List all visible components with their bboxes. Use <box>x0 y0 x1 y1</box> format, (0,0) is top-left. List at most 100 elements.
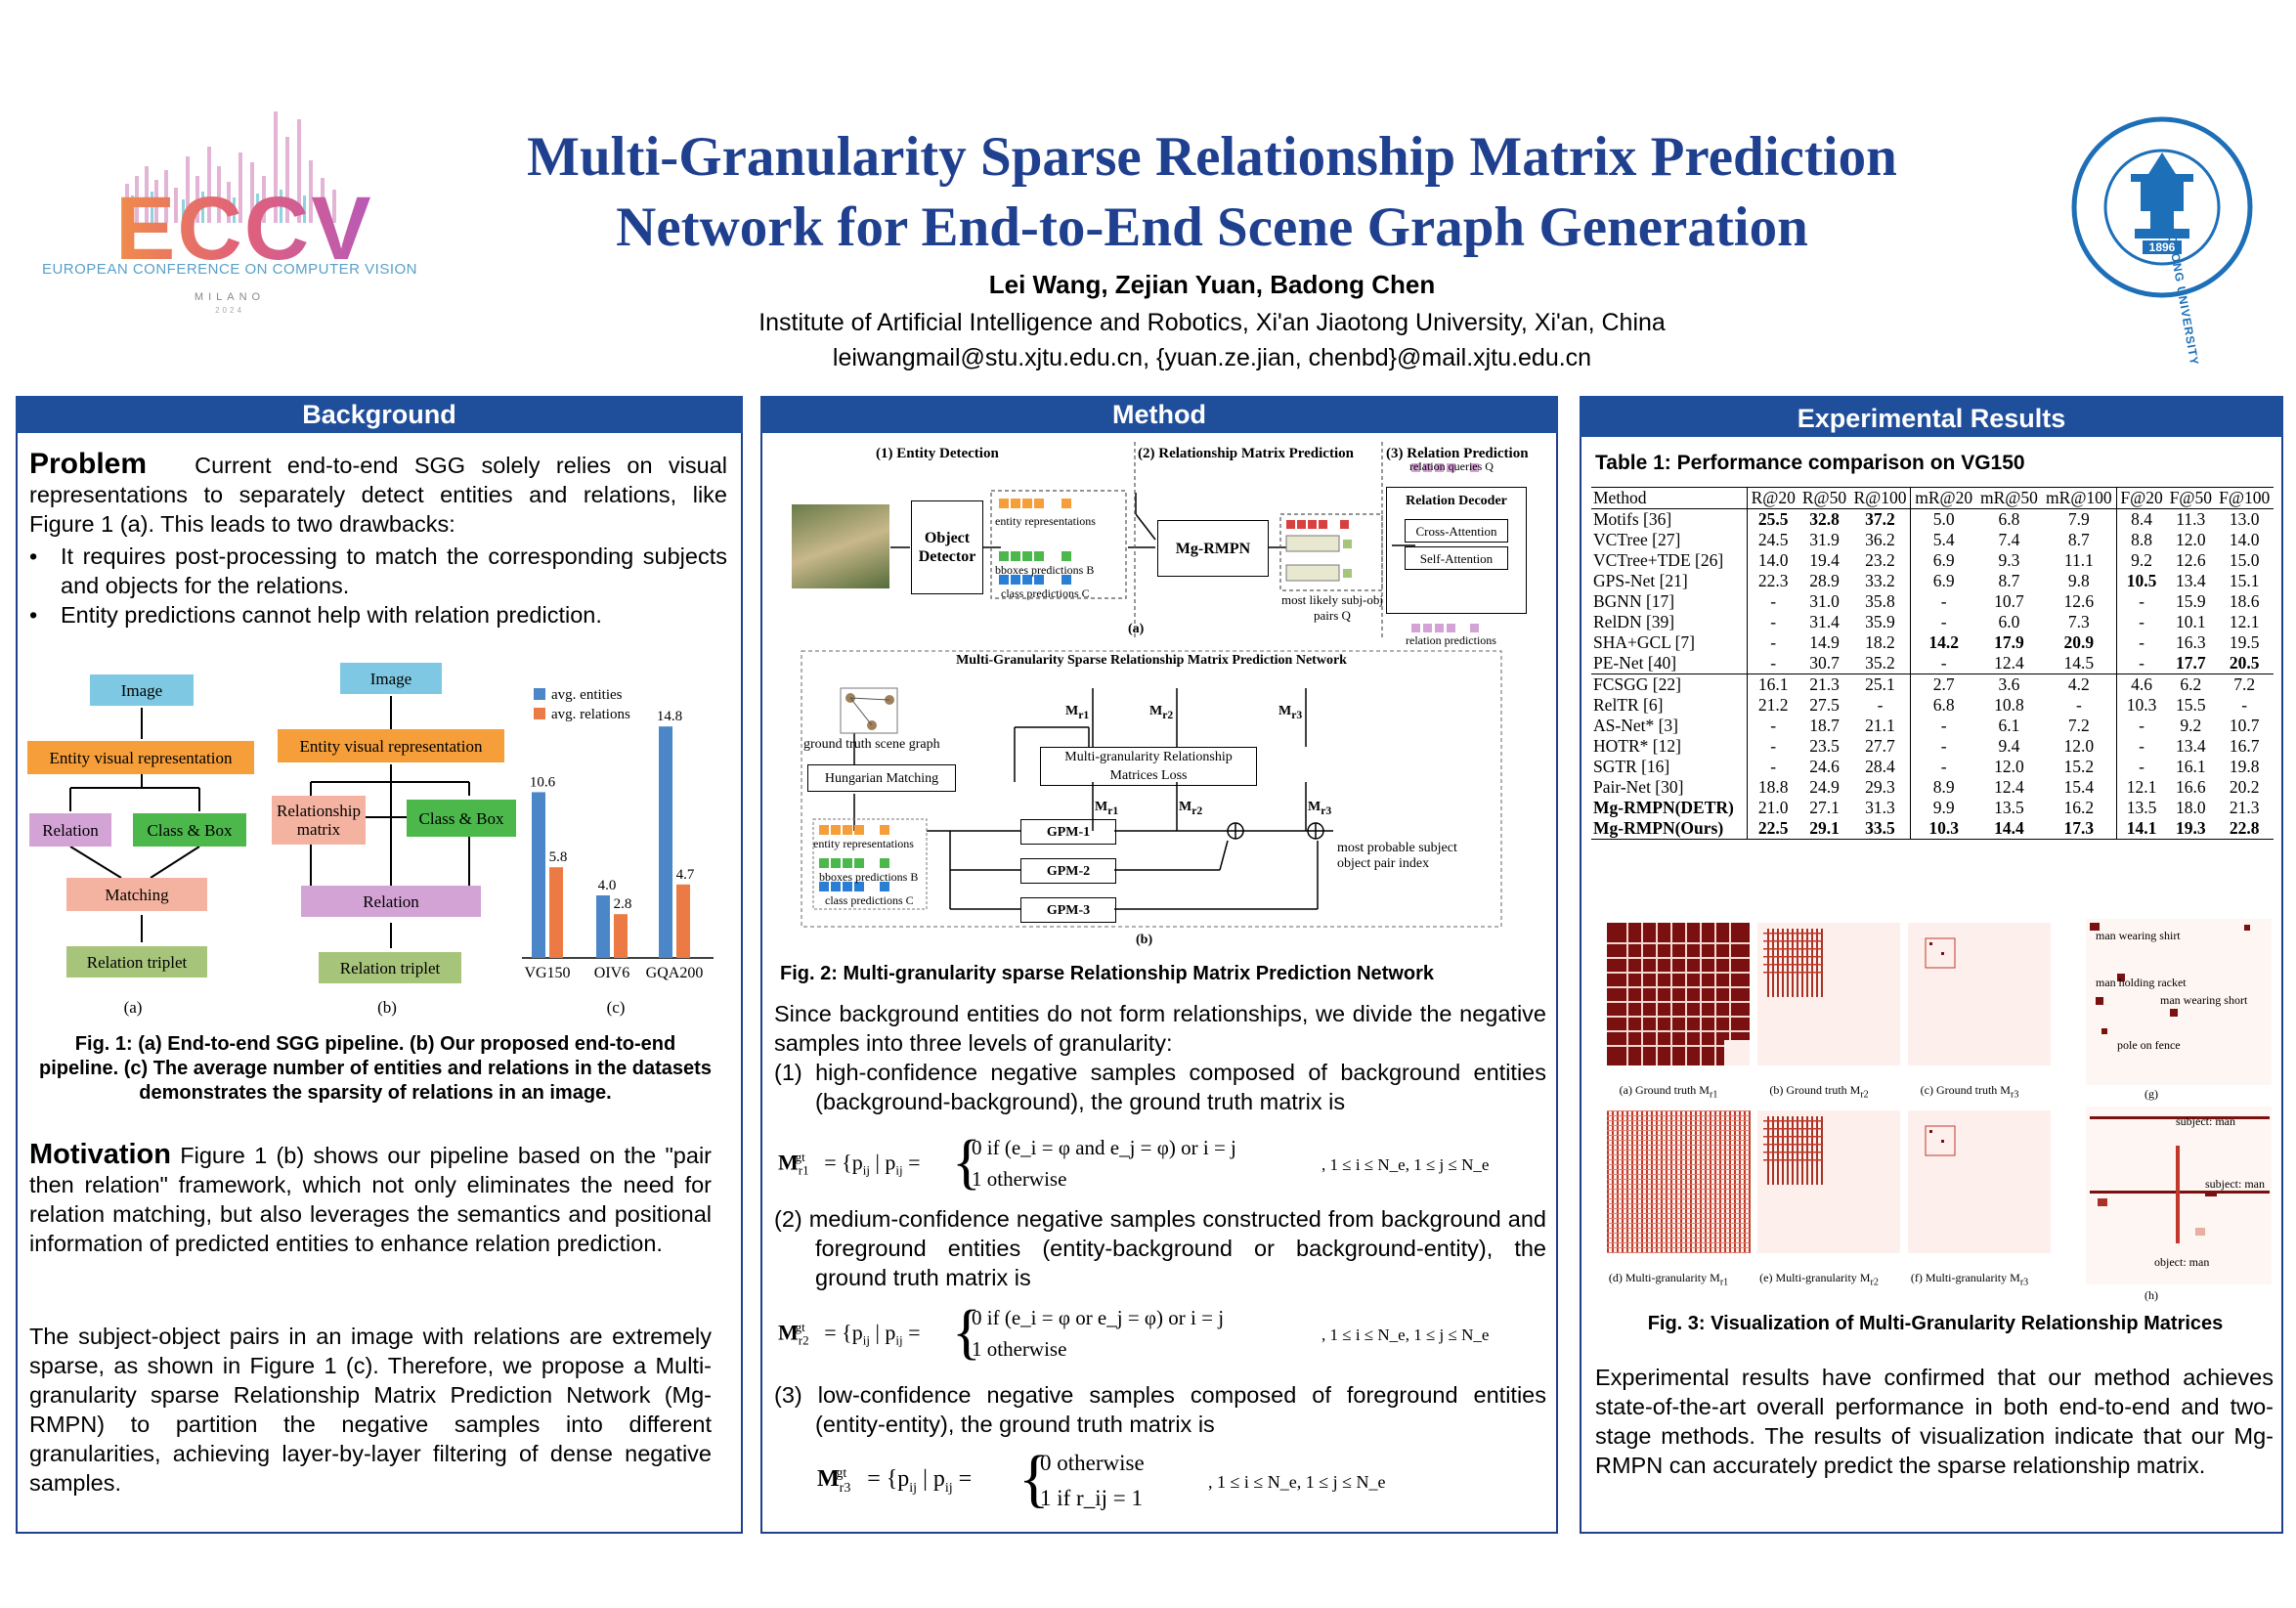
heatmap-cell <box>1607 1252 1750 1253</box>
table-cell-method: GPS-Net [21] <box>1593 571 1688 590</box>
fig1a-triplet: Relation triplet <box>66 946 207 978</box>
table-cell-method: Pair-Net [30] <box>1593 777 1684 797</box>
heatmap-cell <box>1690 1110 1692 1253</box>
table-cell: 24.6 <box>1809 757 1840 776</box>
heatmap-cell <box>1607 1174 1750 1175</box>
authors: Lei Wang, Zejian Yuan, Badong Chen <box>988 270 1436 299</box>
table-row: Mg-RMPN(Ours) 22.5 29.1 33.5 10.3 14.4 17.3 14.… <box>1591 818 2274 840</box>
table-cell: 8.8 <box>2115 530 2167 550</box>
table-cell: - <box>1910 716 1977 736</box>
heatmap-cell <box>1782 1116 1784 1185</box>
table-cell: F@100 <box>2215 487 2274 509</box>
table-row: VCTree+TDE [26] 14.0 19.4 23.2 6.9 9.3 11.1 9.2… <box>1591 550 2274 571</box>
fig2b: Multi-Granularity Sparse Relationship Ma… <box>800 649 1503 952</box>
table-cell: - <box>1747 591 1799 612</box>
table-cell-method: PE-Net [40] <box>1593 653 1677 673</box>
heatmap-cell <box>2170 1009 2178 1017</box>
table-cell-method: AS-Net* [3] <box>1593 716 1678 735</box>
heatmap-cell <box>1607 1030 1750 1032</box>
table-cell-method: HOTR* [12] <box>1593 736 1681 756</box>
fig2a-connectors <box>890 442 1479 637</box>
heatmap-cell <box>1806 929 1808 997</box>
heatmap-cell <box>1787 929 1789 997</box>
heatmap-cell <box>1607 1130 1750 1131</box>
table-row: SGTR [16] -24.6 28.4-12.0 15.2-16.1 19.8 <box>1591 757 2274 777</box>
heatmap-cell <box>1617 1110 1619 1253</box>
table-cell: - <box>2115 653 2167 674</box>
heatmap-cell <box>2244 925 2250 931</box>
vis-object-man: object: man <box>2154 1255 2210 1269</box>
heatmap-cell <box>1607 1016 1750 1018</box>
heatmap-cell <box>2096 997 2103 1005</box>
table-cell: - <box>1747 632 1799 653</box>
gpm2-box: GPM-2 <box>1020 858 1116 884</box>
heatmap-cell <box>1651 1110 1653 1253</box>
table-cell-method: Method <box>1591 487 1748 509</box>
heatmap-panel <box>1908 1110 2051 1253</box>
heatmap-cell <box>1670 1110 1672 1253</box>
bar-VG150-0 <box>532 792 545 958</box>
table-row: Method R@20 R@50 R@100 mR@20 mR@50 mR@100 F@20 F… <box>1591 487 2274 509</box>
heatmap-cell <box>1801 1116 1803 1185</box>
table-title: Table 1: Performance comparison on VG150 <box>1595 452 2025 474</box>
self-attention-box: Self-Attention <box>1405 546 1508 570</box>
heatmap-cell <box>1607 1203 1750 1204</box>
table-cell: F@20 <box>2115 487 2167 509</box>
heatmap-cell <box>1607 1115 1750 1116</box>
table-cell: 31.3 <box>1865 798 1895 817</box>
table-cell: - <box>1910 612 1977 632</box>
table-cell: 10.5 <box>2115 571 2167 591</box>
table-cell: 12.1 <box>2229 612 2260 631</box>
mgt-r3: Mr3 <box>1278 704 1303 721</box>
heatmap-cell <box>1607 957 1750 959</box>
heatmap-cell <box>1607 1164 1750 1165</box>
heatmap-cell <box>1806 1116 1808 1185</box>
table-cell: 18.7 <box>1809 716 1840 735</box>
table-row: Pair-Net [30] 18.8 24.9 29.3 8.9 12.4 15.4 12.1… <box>1591 777 2274 798</box>
heatmap-cell <box>1607 1208 1750 1209</box>
heatmap-cell <box>1763 948 1822 950</box>
table-cell: 35.2 <box>1865 653 1895 673</box>
table-cell: 20.9 <box>2063 632 2095 652</box>
table-cell: 18.6 <box>2229 591 2260 611</box>
table-row: AS-Net* [3] -18.7 21.1-6.1 7.2-9.2 10.7 <box>1591 716 2274 736</box>
table-cell: 14.5 <box>2063 653 2095 673</box>
eccv-year: 2024 <box>215 306 244 315</box>
legend-swatch <box>534 708 545 719</box>
table-cell: 12.0 <box>2063 736 2095 756</box>
results-conclusion: Experimental results have confirmed that… <box>1595 1365 2274 1478</box>
table-cell: 16.2 <box>2063 798 2095 817</box>
table-row: Mg-RMPN(DETR) 21.0 27.1 31.3 9.9 13.5 16.2 13.5… <box>1591 798 2274 818</box>
heatmap-cell <box>1631 1110 1633 1253</box>
table-cell: 25.1 <box>1849 674 1911 695</box>
table-cell: 12.0 <box>1994 757 2024 776</box>
eq3-case1: 0 otherwise <box>1040 1451 1145 1475</box>
table-cell-method: VCTree [27] <box>1593 530 1681 549</box>
heatmap-cell <box>1607 1120 1750 1121</box>
table-cell: 16.6 <box>2175 777 2206 797</box>
b-entity-repr: entity representations <box>813 837 914 850</box>
table-cell: 12.4 <box>1994 777 2024 797</box>
bbox-pred-label: bboxes predictions B <box>995 563 1095 577</box>
heatmap-cell <box>1729 1110 1731 1253</box>
vis-cap-b: (b) Ground truth Mr2 <box>1769 1083 1869 1101</box>
heatmap-cell <box>2090 923 2100 931</box>
table-cell: 12.1 <box>2115 777 2167 798</box>
vis-cap-d: (d) Multi-granularity Mr1 <box>1608 1271 1729 1288</box>
table-cell: 16.1 <box>2175 757 2206 776</box>
fig1c-label: (c) <box>606 997 626 1017</box>
table-cell-method: RelDN [39] <box>1593 612 1675 631</box>
heatmap-cell <box>1719 1110 1721 1253</box>
table-cell-method: BGNN [17] <box>1593 591 1675 611</box>
heatmap-cell <box>1641 923 1643 1065</box>
heatmap-cell <box>1763 956 1822 958</box>
method-item1: (1) high-confidence negative samples com… <box>774 1060 1546 1114</box>
results-table: Method R@20 R@50 R@100 mR@20 mR@50 mR@100 F@20 F… <box>1591 487 2274 840</box>
background-para2: The subject-object pairs in an image wit… <box>29 1324 712 1496</box>
table-row: GPS-Net [21] 22.3 28.9 33.2 6.9 8.7 9.8 10.5 13.… <box>1591 571 2274 591</box>
heatmap-panel-g <box>2086 919 2272 1085</box>
vis-cap-c: (c) Ground truth Mr3 <box>1920 1083 2019 1101</box>
network-title: Multi-Granularity Sparse Relationship Ma… <box>956 653 1347 668</box>
table-cell: 4.6 <box>2115 674 2167 695</box>
heatmap-cell <box>1763 1159 1822 1161</box>
